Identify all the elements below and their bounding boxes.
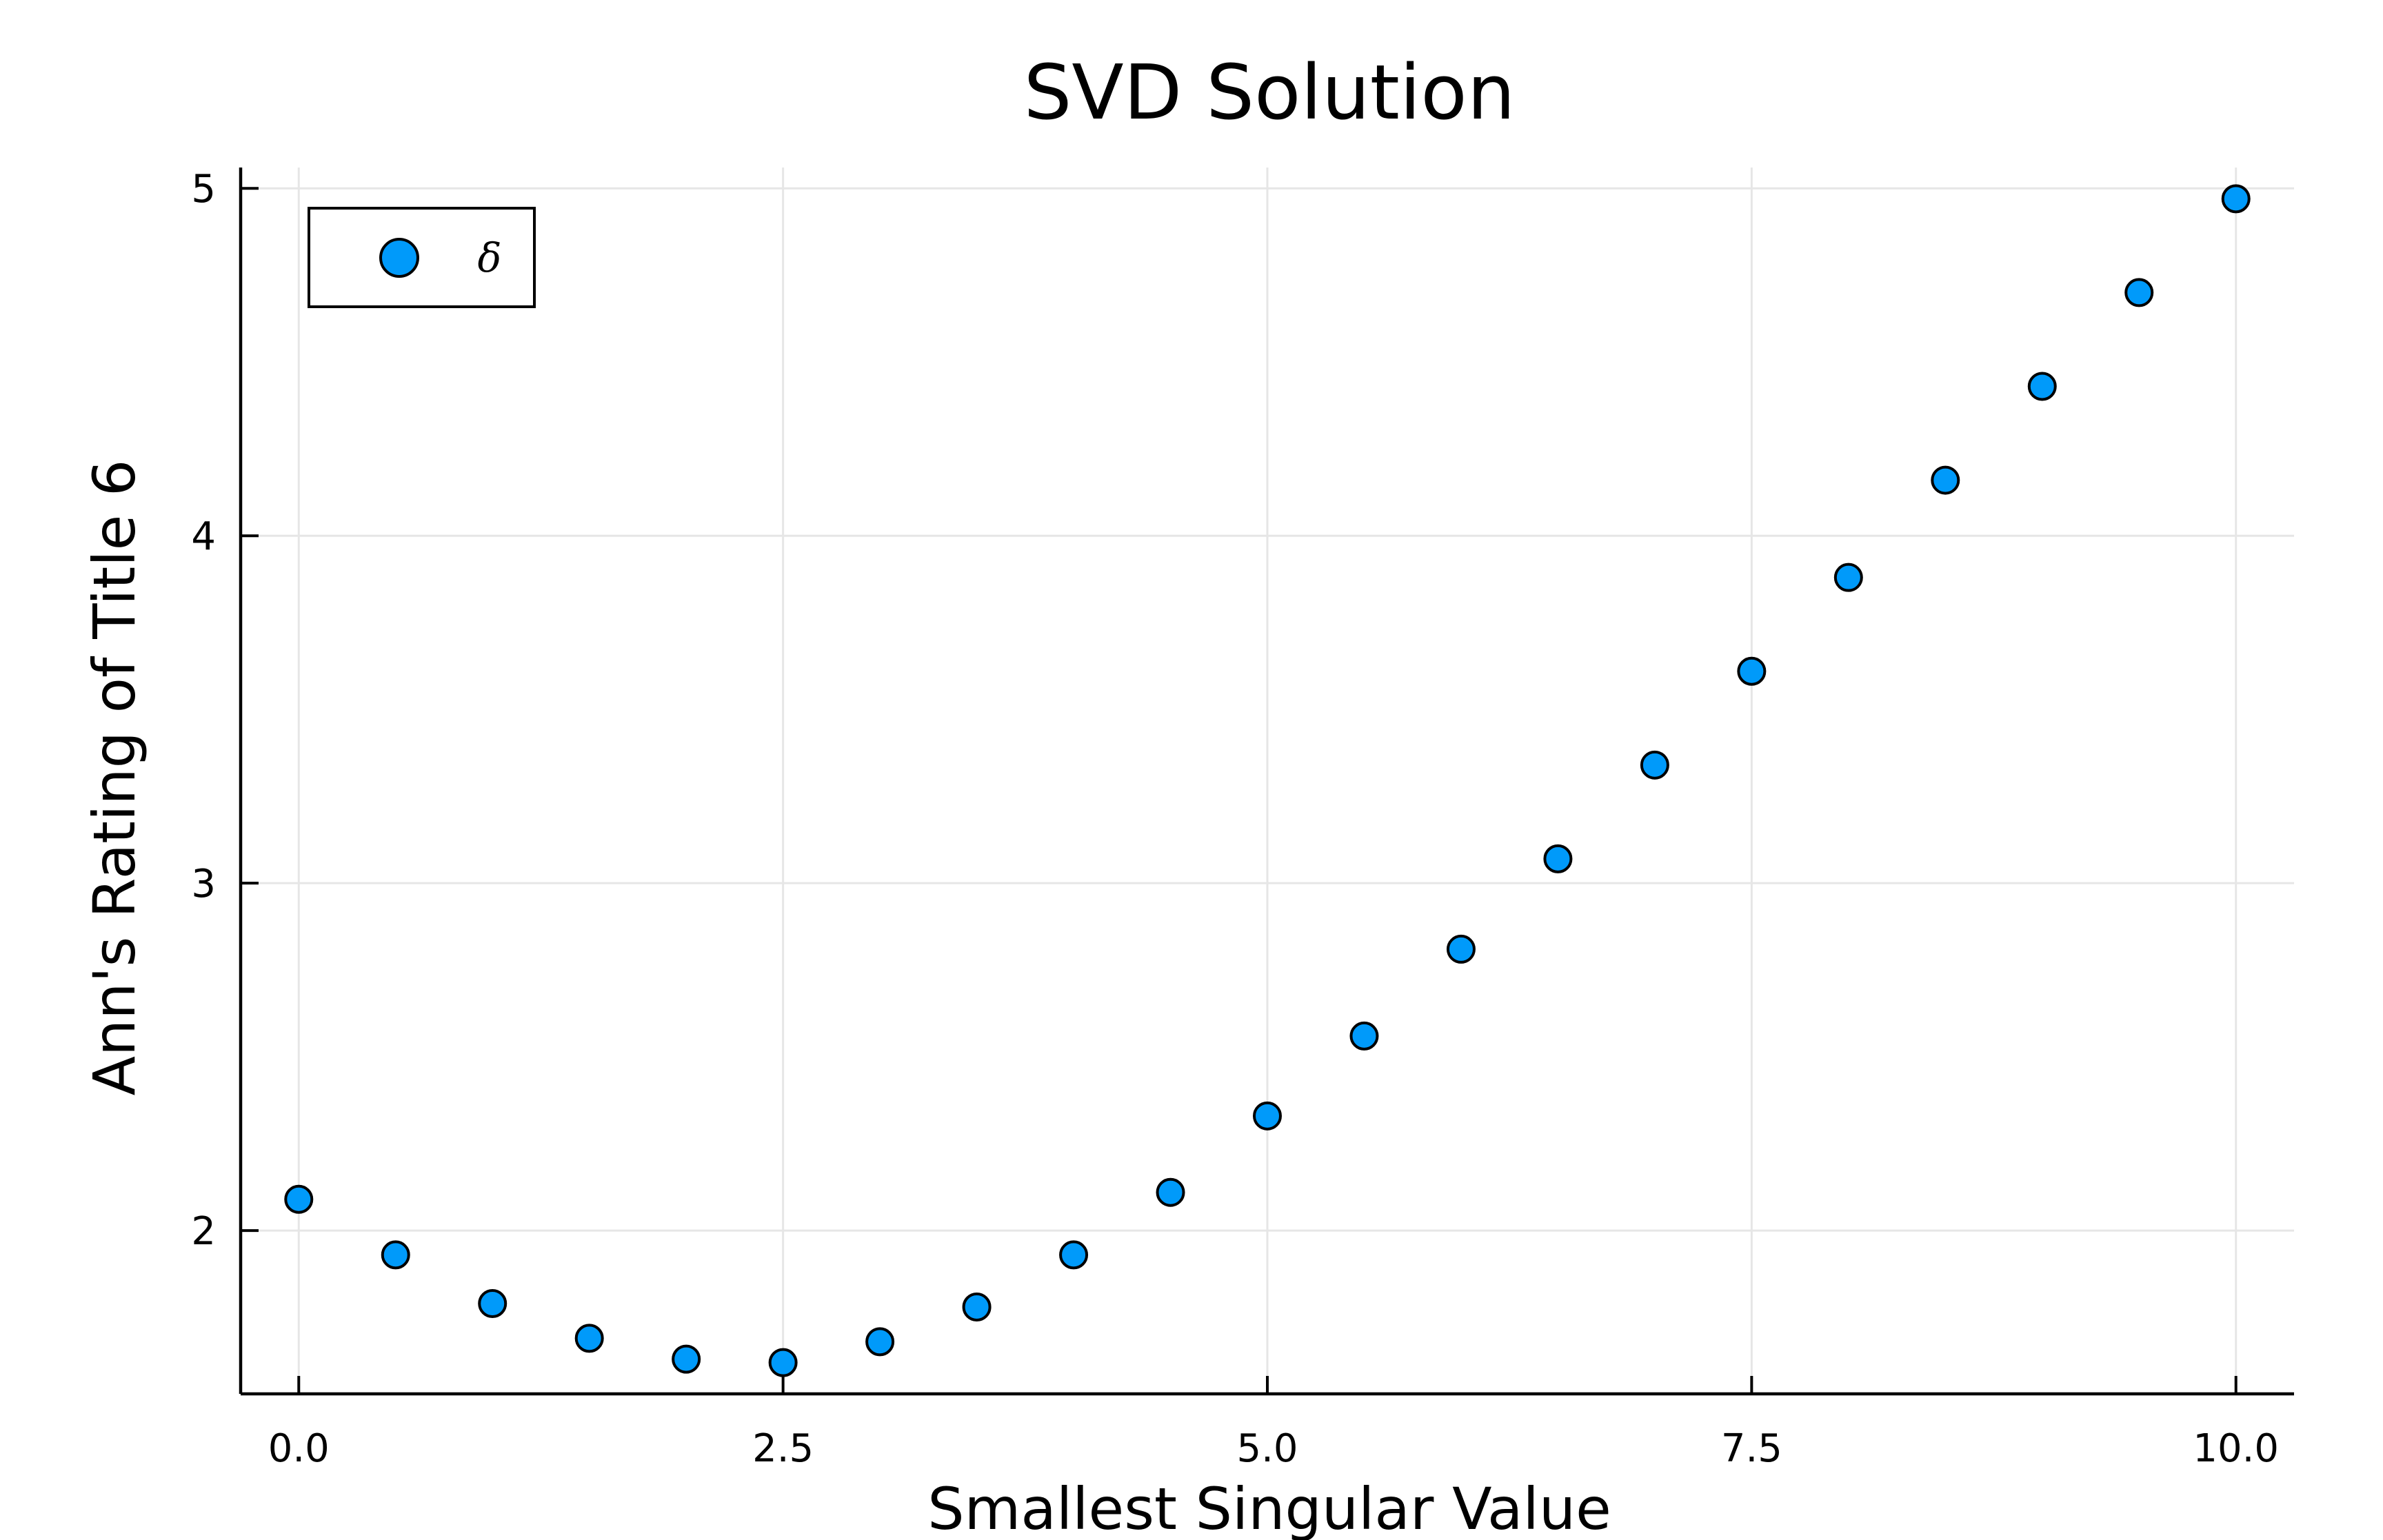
data-point bbox=[1059, 1240, 1089, 1270]
ticks: 0.0 2.5 5.0 7.5 10.0 2 3 4 5 bbox=[191, 167, 2279, 1471]
x-tick-label: 0.0 bbox=[268, 1426, 330, 1471]
data-point bbox=[1543, 844, 1573, 873]
x-tick-label: 10.0 bbox=[2193, 1426, 2279, 1471]
data-point bbox=[1737, 656, 1767, 686]
data-point bbox=[1349, 1021, 1379, 1051]
data-point bbox=[2124, 278, 2154, 307]
data-point bbox=[1931, 465, 1960, 495]
data-point bbox=[1833, 563, 1863, 592]
y-tick-label: 3 bbox=[191, 862, 216, 906]
data-point bbox=[381, 1240, 410, 1270]
y-axis-label: Ann's Rating of Title 6 bbox=[81, 460, 148, 1096]
x-tick-label: 2.5 bbox=[752, 1426, 814, 1471]
y-tick-label: 4 bbox=[191, 514, 216, 559]
x-axis-label: Smallest Singular Value bbox=[927, 1475, 1611, 1540]
data-point bbox=[962, 1293, 992, 1322]
data-point bbox=[865, 1327, 895, 1357]
y-tick-label: 5 bbox=[191, 167, 216, 212]
data-point bbox=[2027, 372, 2057, 401]
data-point bbox=[1253, 1101, 1282, 1131]
data-point bbox=[768, 1348, 798, 1377]
data-point bbox=[1156, 1177, 1185, 1207]
data-point bbox=[1446, 934, 1476, 964]
legend-marker bbox=[379, 238, 419, 278]
data-points bbox=[284, 184, 2251, 1377]
data-point bbox=[1640, 750, 1669, 780]
data-point bbox=[478, 1288, 507, 1318]
data-point bbox=[574, 1324, 604, 1353]
data-point bbox=[284, 1184, 314, 1214]
legend-label: δ bbox=[478, 234, 502, 281]
y-tick-label: 2 bbox=[191, 1209, 216, 1254]
legend-box bbox=[308, 207, 536, 308]
data-point bbox=[672, 1344, 701, 1374]
data-point bbox=[2221, 184, 2251, 214]
legend: δ bbox=[308, 207, 536, 308]
x-tick-label: 5.0 bbox=[1236, 1426, 1298, 1471]
grid bbox=[241, 168, 2294, 1394]
chart-title: SVD Solution bbox=[1024, 48, 1516, 136]
x-tick-label: 7.5 bbox=[1721, 1426, 1782, 1471]
